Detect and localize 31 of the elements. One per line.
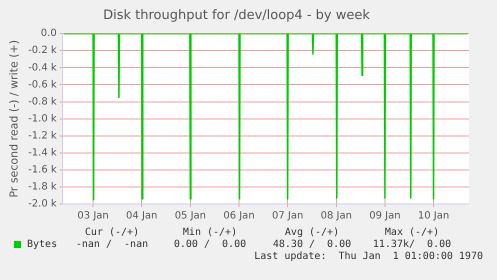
x-tick-label: 10 Jan <box>418 210 450 222</box>
x-tick-label: 09 Jan <box>369 210 401 222</box>
text: Avg (-/+) <box>284 227 340 238</box>
y-tick-label: -1.6 k <box>28 164 57 176</box>
chart-title: Disk throughput for /dev/loop4 - by week <box>103 8 370 24</box>
x-tick-label: 04 Jan <box>126 210 158 222</box>
y-tick-label: -1.0 k <box>28 113 57 124</box>
y-axis-title: Pr second read (-) / write (+) <box>7 40 20 198</box>
text: 48.30 / 0.00 <box>272 239 352 250</box>
y-tick-label: -1.2 k <box>28 130 57 142</box>
text: Last update: Thu Jan 1 01:00:00 1970 <box>254 251 483 262</box>
text: -nan / -nan <box>76 239 148 250</box>
text: Min (-/+) <box>182 227 238 238</box>
y-tick-label: 0.0 <box>40 28 57 40</box>
y-tick-label: -0.4 k <box>28 62 57 74</box>
x-tick-label: 08 Jan <box>320 210 352 222</box>
x-tick-label: 07 Jan <box>272 210 304 222</box>
y-tick-label: -2.0 k <box>28 198 57 210</box>
y-tick-label: -1.4 k <box>28 147 57 158</box>
legend-label: Bytes <box>27 239 58 250</box>
y-tick-label: -0.8 k <box>28 96 57 108</box>
x-tick-label: 06 Jan <box>223 210 255 222</box>
y-tick-label: -1.8 k <box>28 182 57 193</box>
text: Max (-/+) <box>384 227 440 238</box>
y-tick-label: -0.2 k <box>28 45 57 56</box>
text: 11.37k/ 0.00 <box>372 239 452 250</box>
x-tick-label: 05 Jan <box>174 210 206 222</box>
x-tick-label: 03 Jan <box>77 210 109 222</box>
text: Cur (-/+) <box>84 227 140 238</box>
text: 0.00 / 0.00 <box>174 239 246 250</box>
y-tick-label: -0.6 k <box>28 79 57 90</box>
